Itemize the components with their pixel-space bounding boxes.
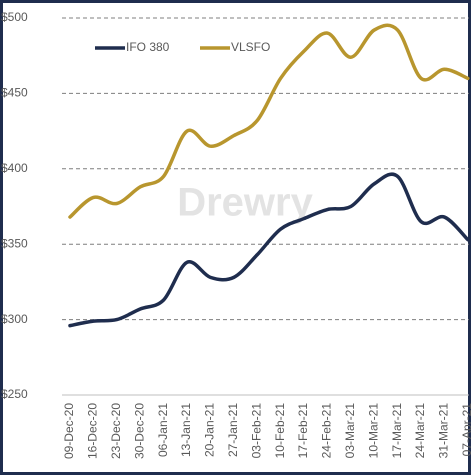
- watermark: Drewry: [177, 181, 313, 225]
- x-tick-label: 03-Feb-21: [249, 403, 263, 459]
- x-tick-label: 20-Jan-21: [203, 403, 217, 457]
- legend-label: IFO 380: [126, 40, 170, 54]
- x-tick-label: 23-Dec-20: [109, 403, 123, 459]
- x-tick-label: 17-Feb-21: [296, 403, 310, 459]
- y-tick-label: $350: [1, 236, 28, 250]
- x-tick-label: 03-Mar-21: [343, 403, 357, 459]
- x-tick-label: 16-Dec-20: [86, 403, 100, 459]
- y-tick-label: $450: [1, 86, 28, 100]
- y-tick-label: $400: [1, 161, 28, 175]
- x-tick-label: 13-Jan-21: [179, 403, 193, 457]
- y-tick-label: $500: [1, 10, 28, 24]
- legend-label: VLSFO: [231, 40, 270, 54]
- x-tick-label: 09-Dec-20: [62, 403, 76, 459]
- y-tick-label: $250: [1, 387, 28, 401]
- x-tick-label: 31-Mar-21: [437, 403, 451, 459]
- series-line: [68, 172, 470, 328]
- x-tick-label: 10-Feb-21: [273, 403, 287, 459]
- x-tick-label: 30-Dec-20: [132, 403, 146, 459]
- x-tick-label: 17-Mar-21: [390, 403, 404, 459]
- x-tick-label: 07-Apr-21: [460, 403, 471, 457]
- x-tick-label: 06-Jan-21: [156, 403, 170, 457]
- x-tick-label: 10-Mar-21: [366, 403, 380, 459]
- series-line: [68, 23, 470, 219]
- x-tick-label: 27-Jan-21: [226, 403, 240, 457]
- x-tick-label: 24-Feb-21: [320, 403, 334, 459]
- y-tick-label: $300: [1, 312, 28, 326]
- x-tick-label: 24-Mar-21: [413, 403, 427, 459]
